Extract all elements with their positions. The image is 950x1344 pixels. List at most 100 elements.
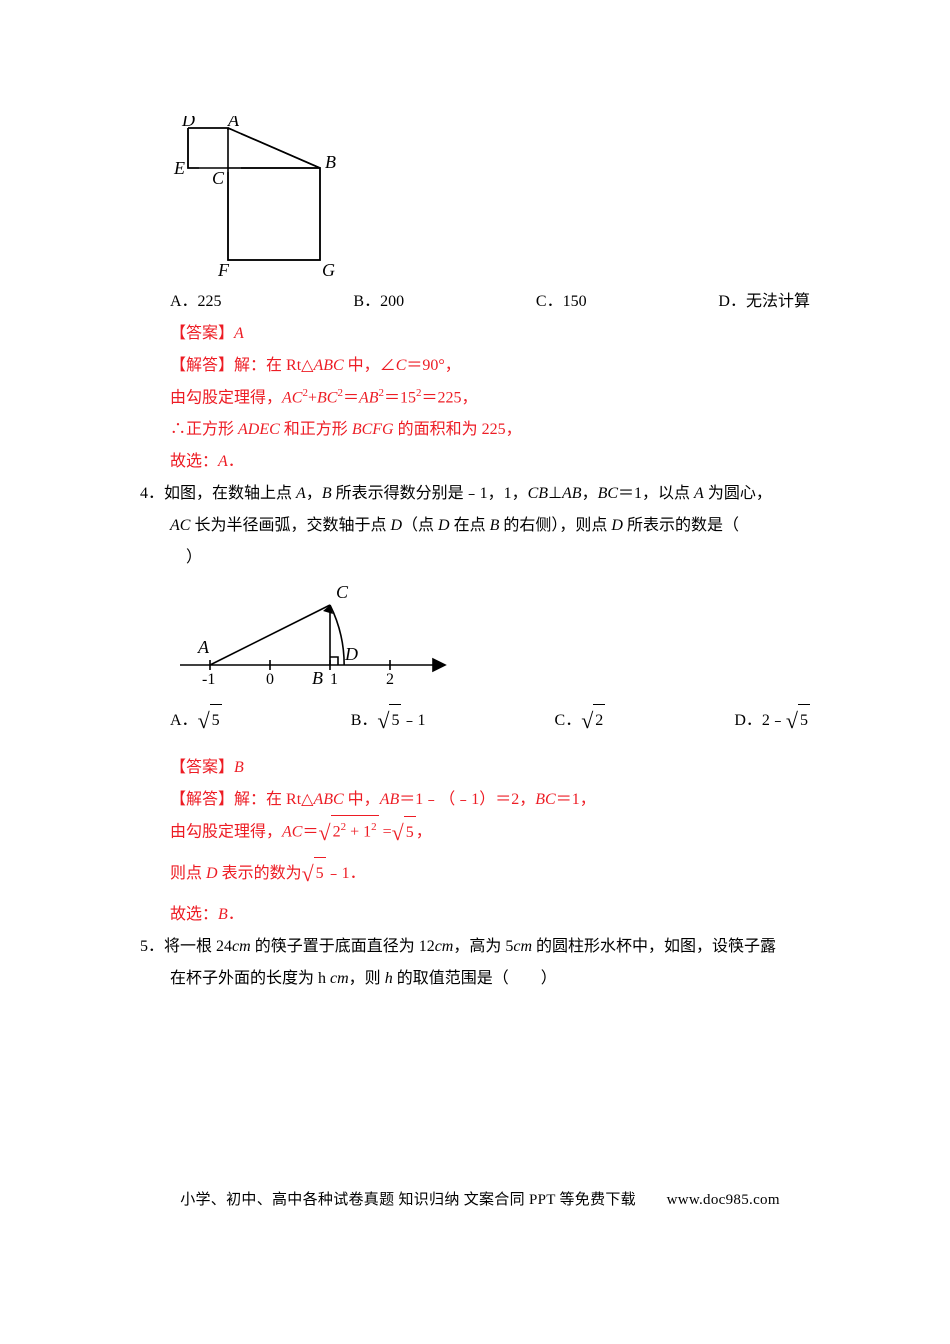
t: ABC <box>313 357 343 374</box>
t: ﹣1． <box>326 865 366 882</box>
t: BCFG <box>352 421 394 438</box>
t: D <box>390 517 402 534</box>
t: 2 <box>371 821 377 833</box>
t: cm <box>513 938 532 955</box>
t: AB <box>380 791 400 808</box>
t: 2﹣ <box>762 713 786 730</box>
t: h <box>385 970 393 987</box>
q4-answer: 【答案】B <box>140 752 820 784</box>
t: B <box>490 517 500 534</box>
t: 在杯子外面的长度为 h <box>170 970 330 987</box>
fig1-C: C <box>212 168 225 188</box>
q4-line3: ） <box>140 542 820 574</box>
t: 表示的数为 <box>218 865 302 882</box>
figure-squares: D A E C B F G <box>140 116 820 276</box>
fig1-B: B <box>325 152 336 172</box>
q3-opt-b: B．200 <box>353 286 404 318</box>
t: AB <box>359 389 379 406</box>
t: 故选： <box>170 453 218 470</box>
t: ＝15 <box>384 389 416 406</box>
q3-sol-2: 由勾股定理得，AC2+BC2＝AB2＝152＝225， <box>140 382 820 414</box>
t: ， <box>582 485 598 502</box>
t: 的圆柱形水杯中，如图，设筷子露 <box>532 938 776 955</box>
t: 5 <box>389 704 401 737</box>
t: 5 <box>798 704 810 737</box>
t: BC <box>317 389 337 406</box>
t: 长为半径画弧，交数轴于点 <box>190 517 390 534</box>
q5-line2: 在杯子外面的长度为 h cm，则 h 的取值范围是（ ） <box>140 963 820 995</box>
q3-answer: 【答案】A <box>140 318 820 350</box>
figure1-svg: D A E C B F G <box>170 116 360 276</box>
t: ABC <box>313 791 343 808</box>
t: cm <box>232 938 251 955</box>
t: ∴正方形 <box>170 421 238 438</box>
t: ﹣1 <box>401 713 425 730</box>
t: 则点 <box>170 865 206 882</box>
fig2-0: 0 <box>266 671 274 688</box>
t: 5 <box>314 857 326 890</box>
t: A <box>296 485 306 502</box>
t: AC <box>170 517 190 534</box>
t: D <box>438 517 450 534</box>
t: （点 <box>402 517 438 534</box>
q5-line1: 5．将一根 24cm 的筷子置于底面直径为 12cm，高为 5cm 的圆柱形水杯… <box>140 931 820 963</box>
t: ， <box>416 824 432 841</box>
t: 5 <box>210 704 222 737</box>
q4-sol-4: 故选：B． <box>140 899 820 931</box>
q4-line2: AC 长为半径画弧，交数轴于点 D（点 D 在点 B 的右侧），则点 D 所表示… <box>140 510 820 542</box>
fig1-D: D <box>181 116 195 130</box>
t: A． <box>170 713 198 730</box>
q4-sol-1: 【解答】解：在 Rt△ABC 中，AB＝1﹣（﹣1）＝2，BC＝1， <box>140 784 820 816</box>
q3-sol-label: 【解答】 <box>170 357 234 374</box>
t: 中， <box>344 791 380 808</box>
t: D． <box>734 713 762 730</box>
t: CB <box>528 485 548 502</box>
t: A <box>218 453 228 470</box>
q4-num: 4． <box>140 485 164 502</box>
t: 2 <box>333 824 341 841</box>
figure2-svg: A C B D -1 0 1 2 <box>170 580 470 695</box>
t: 的右侧），则点 <box>499 517 611 534</box>
t: ． <box>228 906 244 923</box>
t: ＝90°， <box>406 357 460 374</box>
fig2-D: D <box>344 644 358 664</box>
page-footer: 小学、初中、高中各种试卷真题 知识归纳 文案合同 PPT 等免费下载 www.d… <box>140 1185 820 1215</box>
t: 的取值范围是（ ） <box>393 970 557 987</box>
q3-answer-label: 【答案】 <box>170 325 234 342</box>
t: 由勾股定理得， <box>170 824 282 841</box>
t: B． <box>351 713 378 730</box>
t: C <box>396 357 407 374</box>
t: 的面积和为 225， <box>394 421 522 438</box>
fig2-1: 1 <box>330 671 338 688</box>
t: cm <box>330 970 349 987</box>
t: C． <box>555 713 582 730</box>
fig1-G: G <box>322 260 335 276</box>
t: BC <box>535 791 555 808</box>
t: 5 <box>404 816 416 849</box>
fig2-B: B <box>312 668 323 688</box>
t: ＝1，以点 <box>618 485 694 502</box>
t: AB <box>562 485 582 502</box>
t: AC <box>282 824 302 841</box>
t: ， <box>306 485 322 502</box>
q4-sol-3: 则点 D 表示的数为√5﹣1． <box>140 858 820 891</box>
q3-options: A．225 B．200 C．150 D．无法计算 <box>140 286 820 318</box>
q3-sol-3: ∴正方形 ADEC 和正方形 BCFG 的面积和为 225， <box>140 414 820 446</box>
t: B <box>218 906 228 923</box>
document-page: D A E C B F G A．225 B．200 C．150 D．无法计算 【… <box>0 0 950 1255</box>
t: cm <box>435 938 454 955</box>
t: D <box>206 865 218 882</box>
q3-opt-d: D．无法计算 <box>718 286 810 318</box>
t: ⊥ <box>548 485 562 502</box>
t: B <box>234 759 244 776</box>
t: 解：在 Rt△ <box>234 791 313 808</box>
q4-options: A．√5 B．√5﹣1 C．√2 D．2﹣√5 <box>140 705 820 738</box>
t: ＝ <box>302 824 318 841</box>
t: 和正方形 <box>280 421 352 438</box>
q3-answer-value: A <box>234 325 244 342</box>
q3-sol-1: 【解答】解：在 Rt△ABC 中，∠C＝90°， <box>140 350 820 382</box>
t: A <box>694 485 704 502</box>
t: 所表示的数是（ <box>623 517 739 534</box>
fig1-A: A <box>227 116 240 130</box>
fig2-2: 2 <box>386 671 394 688</box>
